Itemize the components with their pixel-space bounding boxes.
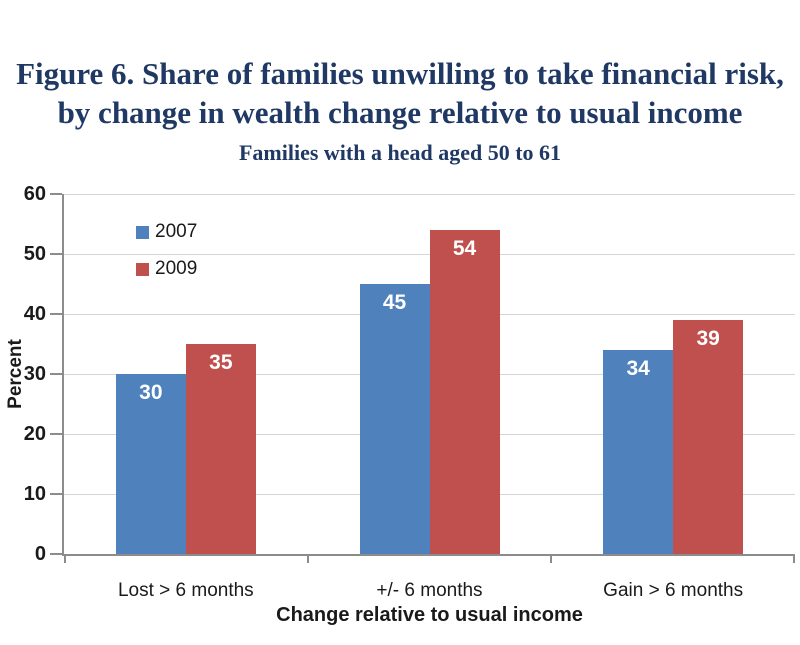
y-tick-label: 50 xyxy=(23,243,46,265)
legend-swatch-2009 xyxy=(136,262,149,276)
chart-title-line-1: Figure 6. Share of families unwilling to… xyxy=(16,56,784,91)
bar-value-label: 39 xyxy=(696,327,720,350)
y-tick-mark xyxy=(50,193,62,195)
title-block: Figure 6. Share of families unwilling to… xyxy=(0,54,800,167)
y-tick-mark xyxy=(50,553,62,555)
bar-value-label: 34 xyxy=(626,357,650,380)
plot-area: Percent 2007 2009 Change relative to usua… xyxy=(5,183,795,626)
x-category-label: Gain > 6 months xyxy=(603,580,744,601)
y-tick-label: 40 xyxy=(23,303,46,325)
legend-swatch-2007 xyxy=(136,225,149,239)
x-category-label: +/- 6 months xyxy=(376,580,483,601)
bar-2007-1: 30 xyxy=(115,374,186,554)
x-category-label: Lost > 6 months xyxy=(117,580,254,601)
y-tick-label: 60 xyxy=(23,183,46,205)
x-tick-mark xyxy=(793,556,795,563)
x-tick-mark xyxy=(64,556,66,563)
x-axis-title: Change relative to usual income xyxy=(276,604,583,626)
x-tick-mark xyxy=(550,556,553,563)
y-tick-mark xyxy=(50,373,62,375)
y-tick-label: 10 xyxy=(23,483,46,505)
y-tick-label: 20 xyxy=(23,423,46,445)
y-tick-mark xyxy=(50,253,62,255)
x-tick-mark xyxy=(306,556,309,563)
bar-2009-1: 35 xyxy=(185,344,256,554)
bar-2009-3: 39 xyxy=(673,320,744,554)
bar-2007-3: 34 xyxy=(603,350,674,554)
legend: 2007 2009 xyxy=(136,221,197,280)
bar-value-label: 30 xyxy=(139,381,163,404)
bar-value-label: 54 xyxy=(452,237,477,260)
legend-label: 2009 xyxy=(155,258,198,279)
legend-label: 2007 xyxy=(155,221,198,242)
legend-item-2007: 2007 xyxy=(136,221,197,243)
bar-value-label: 45 xyxy=(382,291,407,314)
bar-2007-2: 45 xyxy=(359,284,430,554)
y-tick-mark xyxy=(50,433,62,435)
y-tick-mark xyxy=(50,493,62,495)
bar-2009-2: 54 xyxy=(429,230,500,554)
bar-value-label: 35 xyxy=(209,351,233,374)
legend-item-2009: 2009 xyxy=(136,258,197,280)
chart-title-line-2: by change in wealth change relative to u… xyxy=(57,95,743,130)
gridline xyxy=(64,194,795,195)
y-tick-label: 30 xyxy=(23,363,46,385)
y-tick-mark xyxy=(50,313,62,315)
y-tick-label: 0 xyxy=(34,543,46,565)
chart-subtitle: Families with a head aged 50 to 61 xyxy=(238,140,562,165)
